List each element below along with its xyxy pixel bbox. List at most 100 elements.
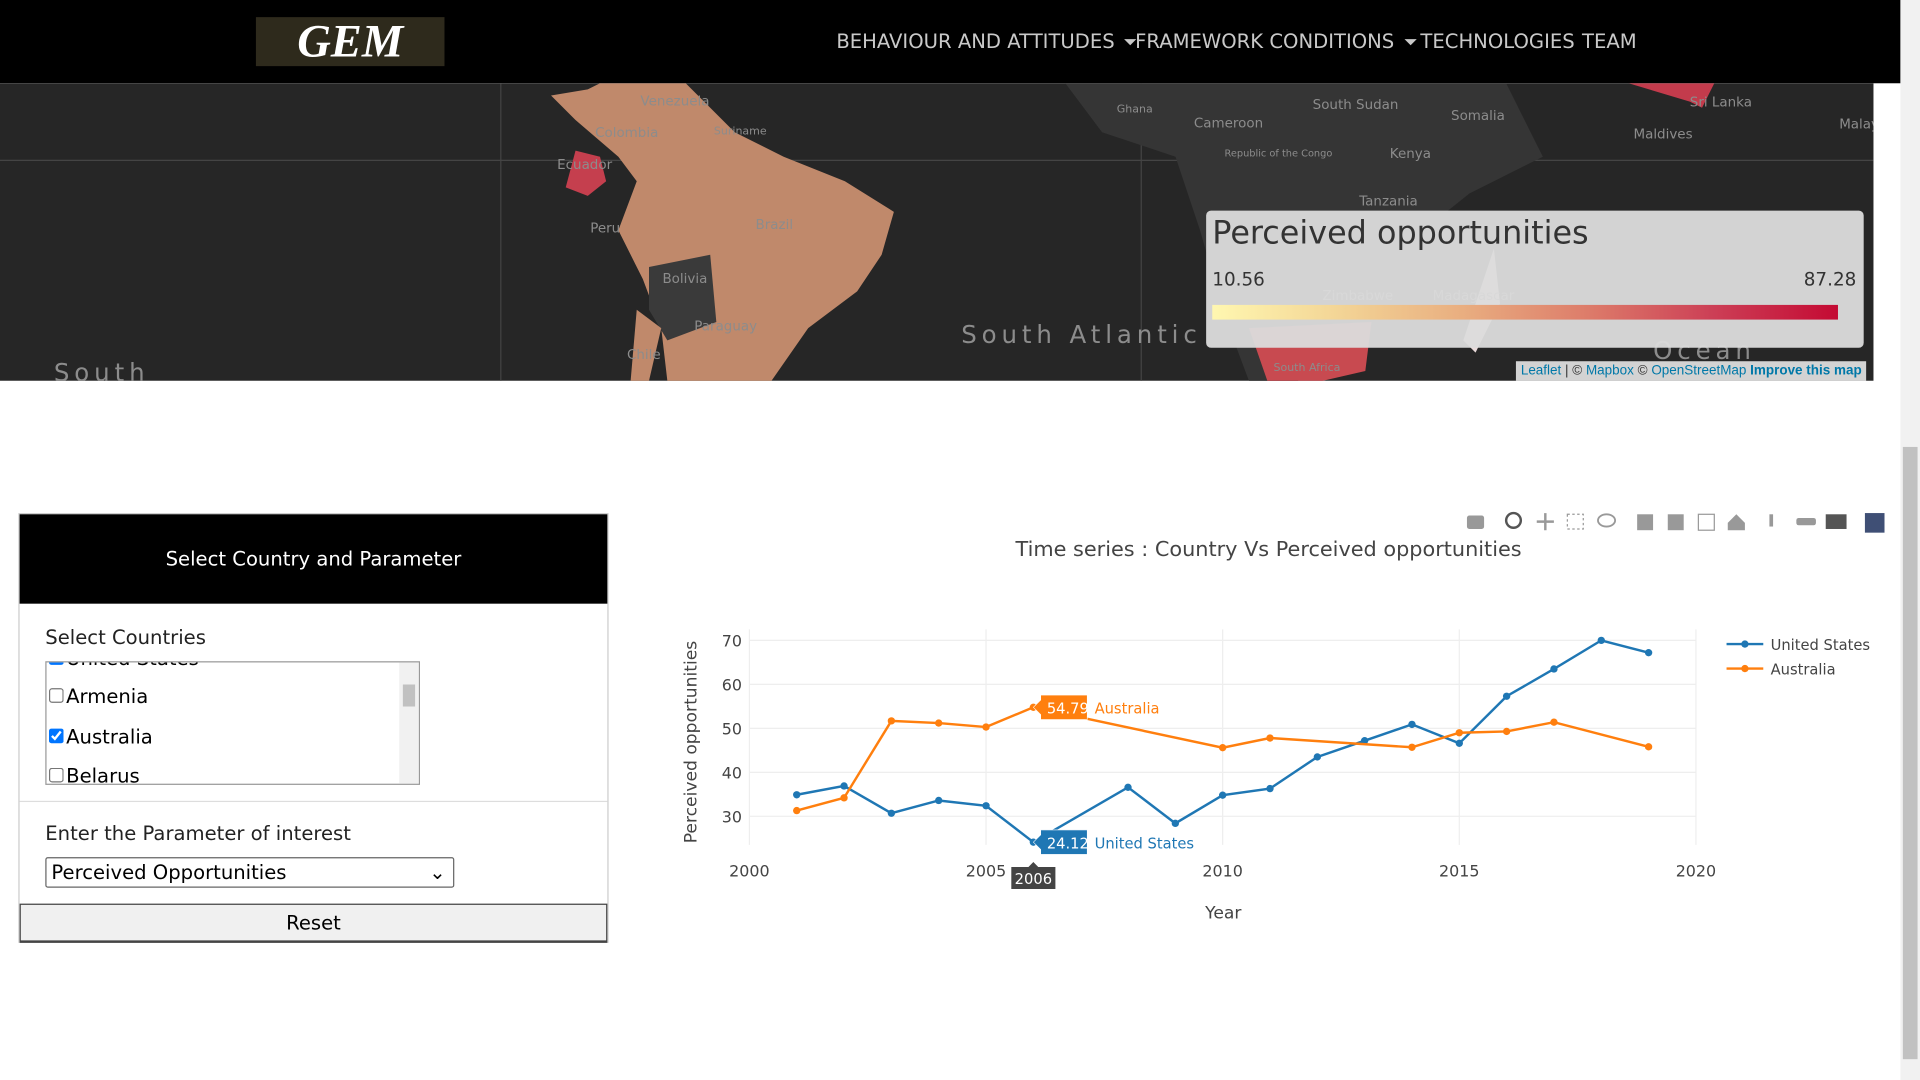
map-label: Chile (627, 348, 661, 363)
map-label: Bolivia (662, 272, 707, 287)
camera-icon[interactable] (1466, 515, 1485, 529)
spike-icon[interactable] (1769, 514, 1774, 527)
divider (19, 800, 608, 803)
nav-item[interactable]: TECHNOLOGIES (1420, 29, 1575, 53)
map-label: Paraguay (694, 320, 757, 335)
hover-name: Australia (1095, 700, 1160, 717)
data-point (1455, 729, 1463, 737)
map-label: Kenya (1390, 147, 1431, 162)
checkbox[interactable] (48, 688, 64, 703)
data-point (1266, 784, 1274, 793)
country-option[interactable]: Australia (48, 725, 153, 752)
scroll-thumb[interactable] (1902, 446, 1918, 1060)
country-name: Belarus (66, 764, 140, 785)
country-name: Armenia (66, 684, 149, 708)
chart: Time series : Country Vs Perceived oppor… (682, 511, 1885, 923)
data-point (1550, 665, 1558, 673)
nav-item[interactable]: FRAMEWORK CONDITIONS (1135, 29, 1416, 52)
data-point (1171, 819, 1180, 828)
scroll-thumb[interactable] (402, 684, 416, 707)
map-label: Maldives (1633, 127, 1692, 142)
data-point (982, 723, 990, 731)
y-tick-label: 40 (722, 763, 742, 782)
zoom-in-icon[interactable] (1637, 514, 1654, 531)
data-point (840, 794, 848, 802)
zoom-out-icon[interactable] (1667, 514, 1684, 531)
data-point (1502, 692, 1511, 700)
map-label: South Atlantic (961, 320, 1202, 349)
autoscale-icon[interactable] (1697, 513, 1715, 531)
map-label: Republic of the Congo (1225, 149, 1333, 160)
map-label: Cameroon (1194, 116, 1263, 131)
hover-closest-icon[interactable] (1796, 517, 1816, 526)
hover-label: 24.12 United States 2006 (1011, 829, 1194, 889)
hover-label: 54.79 Australia (1032, 694, 1160, 720)
y-tick-label: 70 (722, 632, 742, 651)
parameter-select[interactable]: Perceived Opportunities ⌄ (45, 857, 455, 888)
nav-item[interactable]: TEAM (1582, 29, 1637, 53)
data-point (793, 791, 801, 799)
data-point (1550, 718, 1558, 726)
box-select-icon[interactable] (1566, 513, 1584, 530)
lasso-icon[interactable] (1597, 513, 1617, 528)
hover-compare-icon[interactable] (1825, 514, 1847, 529)
data-point (887, 717, 896, 725)
x-tick-label: 2005 (966, 862, 1006, 881)
data-point (1644, 743, 1653, 751)
legend-marker (1741, 640, 1749, 648)
country-option[interactable]: Belarus (48, 764, 140, 785)
link[interactable]: Improve this map (1750, 363, 1862, 379)
reset-button[interactable]: Reset (19, 903, 608, 943)
map-label: Venezuela (640, 94, 709, 109)
checkbox[interactable] (48, 728, 64, 744)
map-label: Brazil (756, 218, 794, 233)
data-point (1313, 753, 1321, 761)
checkbox[interactable] (48, 767, 64, 783)
legend-marker (1741, 664, 1749, 673)
data-point (935, 796, 943, 805)
data-point (1455, 739, 1463, 747)
map-legend: Perceived opportunities 10.56 87.28 (1206, 210, 1864, 348)
zoom-icon[interactable] (1504, 511, 1523, 529)
map-label: Peru (590, 222, 620, 237)
x-tick-label: 2015 (1439, 862, 1479, 881)
data-point (793, 806, 801, 815)
series-line (796, 639, 1649, 844)
country-list[interactable]: United States Armenia Australia Belarus (45, 661, 421, 785)
legend-label: Australia (1771, 662, 1836, 679)
x-axis-title: Year (1204, 903, 1242, 923)
attribution: Leaflet | © Mapbox © OpenStreetMap Impro… (1515, 361, 1867, 381)
modebar (1466, 511, 1885, 533)
page-scrollbar[interactable] (1900, 0, 1920, 1080)
logo[interactable]: GEM (255, 17, 445, 67)
y-axis-title: Perceived opportunities (682, 641, 702, 844)
map-label: South Sudan (1313, 98, 1399, 113)
hover-box (1032, 829, 1088, 855)
scrollbar[interactable] (399, 662, 419, 784)
link[interactable]: OpenStreetMap (1651, 363, 1747, 379)
country-option[interactable]: Armenia (48, 684, 149, 711)
navbar: GEM BEHAVIOUR AND ATTITUDES FRAMEWORK CO… (0, 0, 1901, 84)
text: | © (1565, 363, 1583, 379)
x-tick-label: 2000 (729, 862, 769, 881)
data-point (1408, 720, 1416, 729)
hover-x-box (1011, 862, 1056, 889)
link[interactable]: Mapbox (1585, 363, 1634, 379)
link[interactable]: Leaflet (1520, 363, 1562, 379)
pan-icon[interactable] (1536, 513, 1554, 531)
data-point (1502, 727, 1511, 736)
legend-bar (1212, 304, 1838, 320)
plotly-logo[interactable] (1864, 513, 1885, 533)
y-tick-label: 60 (722, 675, 742, 694)
legend-max: 87.28 (1803, 268, 1857, 291)
legend-title: Perceived opportunities (1212, 215, 1589, 253)
data-point (1218, 744, 1227, 752)
nav-item[interactable]: BEHAVIOUR AND ATTITUDES (836, 29, 1136, 52)
map-label: South Africa (1273, 361, 1340, 374)
country-option[interactable]: United States (48, 662, 199, 673)
checkbox[interactable] (48, 662, 64, 665)
reset-icon[interactable] (1727, 514, 1745, 531)
x-tick-label: 2020 (1676, 862, 1716, 881)
map-label: Sri Lanka (1690, 96, 1752, 111)
